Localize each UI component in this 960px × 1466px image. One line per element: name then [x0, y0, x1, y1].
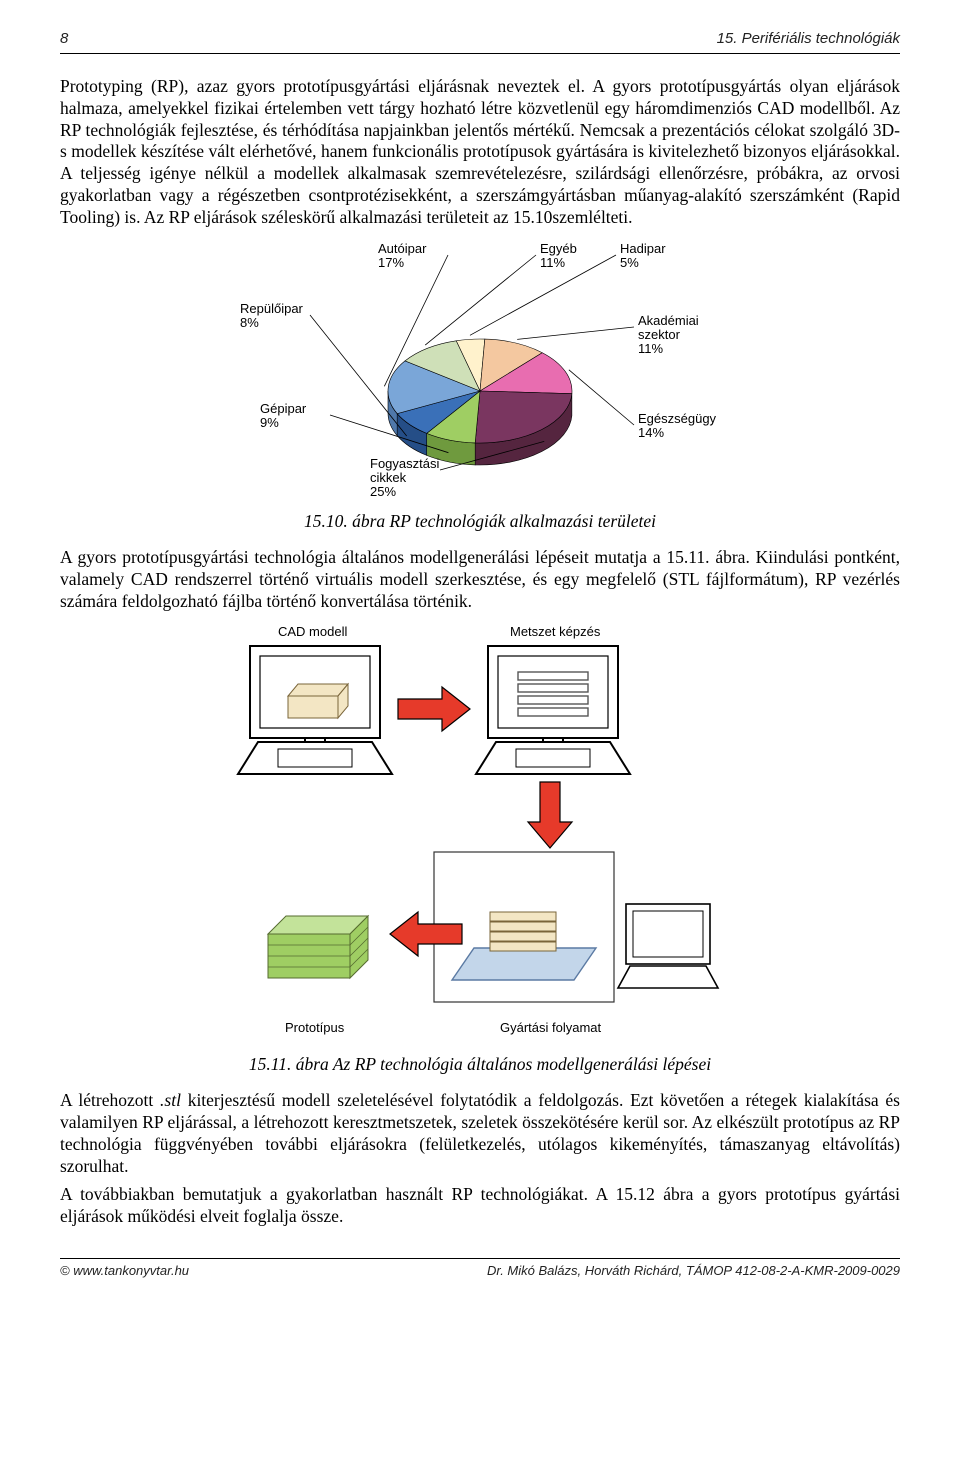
svg-text:Akadémiaiszektor11%: Akadémiaiszektor11% [638, 313, 699, 356]
figure-1-caption: 15.10. ábra RP technológiák alkalmazási … [60, 511, 900, 533]
flow-diagram: CAD modell Metszet képzés Prototípus Gyá… [210, 624, 750, 1044]
page-footer: © www.tankonyvtar.hu Dr. Mikó Balázs, Ho… [60, 1258, 900, 1279]
paragraph-4: A továbbiakban bemutatjuk a gyakorlatban… [60, 1184, 900, 1228]
page-header: 8 15. Perifériális technológiák [60, 30, 900, 54]
svg-text:Egyéb11%: Egyéb11% [540, 241, 577, 270]
label-proto: Prototípus [285, 1020, 344, 1036]
paragraph-3: A létrehozott .stl kiterjesztésű modell … [60, 1090, 900, 1178]
pie-chart: Autóipar17% Egyéb11% Hadipar5% Akadémiaisze… [220, 241, 740, 501]
para3-pre: A létrehozott [60, 1090, 160, 1110]
footer-left: © www.tankonyvtar.hu [60, 1263, 189, 1279]
page-number: 8 [60, 30, 68, 49]
chapter-title: 15. Perifériális technológiák [717, 30, 900, 49]
svg-text:Fogyasztásicikkek25%: Fogyasztásicikkek25% [370, 456, 439, 499]
pie-chart-figure: Autóipar17% Egyéb11% Hadipar5% Akadémiaisze… [60, 241, 900, 501]
svg-text:Gépipar9%: Gépipar9% [260, 401, 307, 430]
para3-post: kiterjesztésű modell szeletelésével foly… [60, 1090, 900, 1176]
figure-2-caption: 15.11. ábra Az RP technológia általános … [60, 1054, 900, 1076]
flow-diagram-svg [210, 624, 750, 1044]
stl-italic: .stl [160, 1090, 181, 1110]
footer-right: Dr. Mikó Balázs, Horváth Richárd, TÁMOP … [487, 1263, 900, 1279]
svg-text:Repülőipar8%: Repülőipar8% [240, 301, 304, 330]
flow-diagram-figure: CAD modell Metszet képzés Prototípus Gyá… [60, 624, 900, 1044]
pie-chart-svg: Autóipar17% Egyéb11% Hadipar5% Akadémiaisze… [220, 241, 740, 501]
label-cad: CAD modell [278, 624, 347, 640]
svg-text:Hadipar5%: Hadipar5% [620, 241, 666, 270]
paragraph-2: A gyors prototípusgyártási technológia á… [60, 547, 900, 613]
svg-text:Autóipar17%: Autóipar17% [378, 241, 427, 270]
svg-text:Egészségügy14%: Egészségügy14% [638, 411, 717, 440]
paragraph-1: Prototyping (RP), azaz gyors prototípusg… [60, 76, 900, 229]
label-build: Gyártási folyamat [500, 1020, 601, 1036]
label-slice: Metszet képzés [510, 624, 600, 640]
